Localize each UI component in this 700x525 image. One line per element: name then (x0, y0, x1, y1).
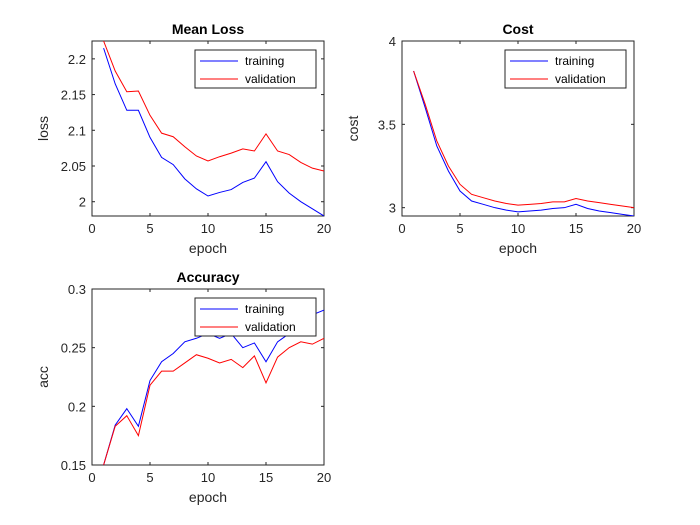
series-line-validation (103, 41, 324, 172)
legend: training validation (194, 297, 317, 337)
y-tick-label: 0.3 (68, 282, 86, 297)
legend-label-validation: validation (245, 72, 296, 86)
chart-title: Cost (502, 21, 533, 37)
x-tick-label: 0 (88, 470, 95, 485)
legend-label-training: training (245, 302, 284, 316)
series-line-training (413, 70, 634, 216)
cost-chart: 0 5 10 15 20 3 3.5 4 Cost epoch cost training valida… (345, 21, 641, 256)
series-line-validation (103, 337, 324, 465)
mean-loss-chart: 0 5 10 15 20 2 2.05 2.1 2.15 2.2 Mean Loss epoch los… (35, 21, 331, 256)
legend-label-validation: validation (245, 320, 296, 334)
x-tick-label: 15 (259, 470, 273, 485)
x-tick-label: 10 (511, 221, 525, 236)
y-tick-label: 2.05 (61, 159, 86, 174)
legend-box (194, 49, 317, 89)
y-axis-label: acc (35, 366, 51, 388)
y-axis-label: loss (35, 116, 51, 141)
x-axis-label: epoch (189, 489, 227, 505)
x-tick-label: 20 (317, 470, 331, 485)
legend-label-training: training (555, 54, 594, 68)
y-tick-label: 2 (79, 195, 86, 210)
x-tick-label: 15 (569, 221, 583, 236)
x-tick-label: 0 (398, 221, 405, 236)
y-tick-label: 3 (389, 201, 396, 216)
x-tick-label: 15 (259, 221, 273, 236)
x-tick-label: 5 (146, 470, 153, 485)
x-tick-label: 10 (201, 470, 215, 485)
x-tick-label: 5 (456, 221, 463, 236)
y-tick-label: 2.15 (61, 88, 86, 103)
y-tick-label: 4 (389, 34, 396, 49)
x-axis-label: epoch (189, 240, 227, 256)
x-tick-label: 5 (146, 221, 153, 236)
series-line-validation (413, 70, 634, 209)
accuracy-chart: 0 5 10 15 20 0.15 0.2 0.25 0.3 Accuracy epoch acc tr… (35, 269, 331, 505)
chart-title: Accuracy (176, 269, 239, 285)
y-axis-label: cost (345, 116, 361, 142)
series-line-training (103, 47, 324, 216)
chart-title: Mean Loss (172, 21, 245, 37)
y-tick-label: 0.25 (61, 341, 86, 356)
legend: training validation (504, 49, 627, 89)
y-tick-label: 0.2 (68, 399, 86, 414)
legend-label-validation: validation (555, 72, 606, 86)
y-tick-label: 0.15 (61, 458, 86, 473)
legend-box (194, 297, 317, 337)
x-tick-label: 10 (201, 221, 215, 236)
legend: training validation (194, 49, 317, 89)
x-axis-label: epoch (499, 240, 537, 256)
legend-label-training: training (245, 54, 284, 68)
x-tick-label: 0 (88, 221, 95, 236)
x-tick-label: 20 (627, 221, 641, 236)
x-tick-label: 20 (317, 221, 331, 236)
legend-box (504, 49, 627, 89)
y-tick-label: 3.5 (378, 117, 396, 132)
y-tick-label: 2.1 (68, 123, 86, 138)
y-tick-label: 2.2 (68, 52, 86, 67)
